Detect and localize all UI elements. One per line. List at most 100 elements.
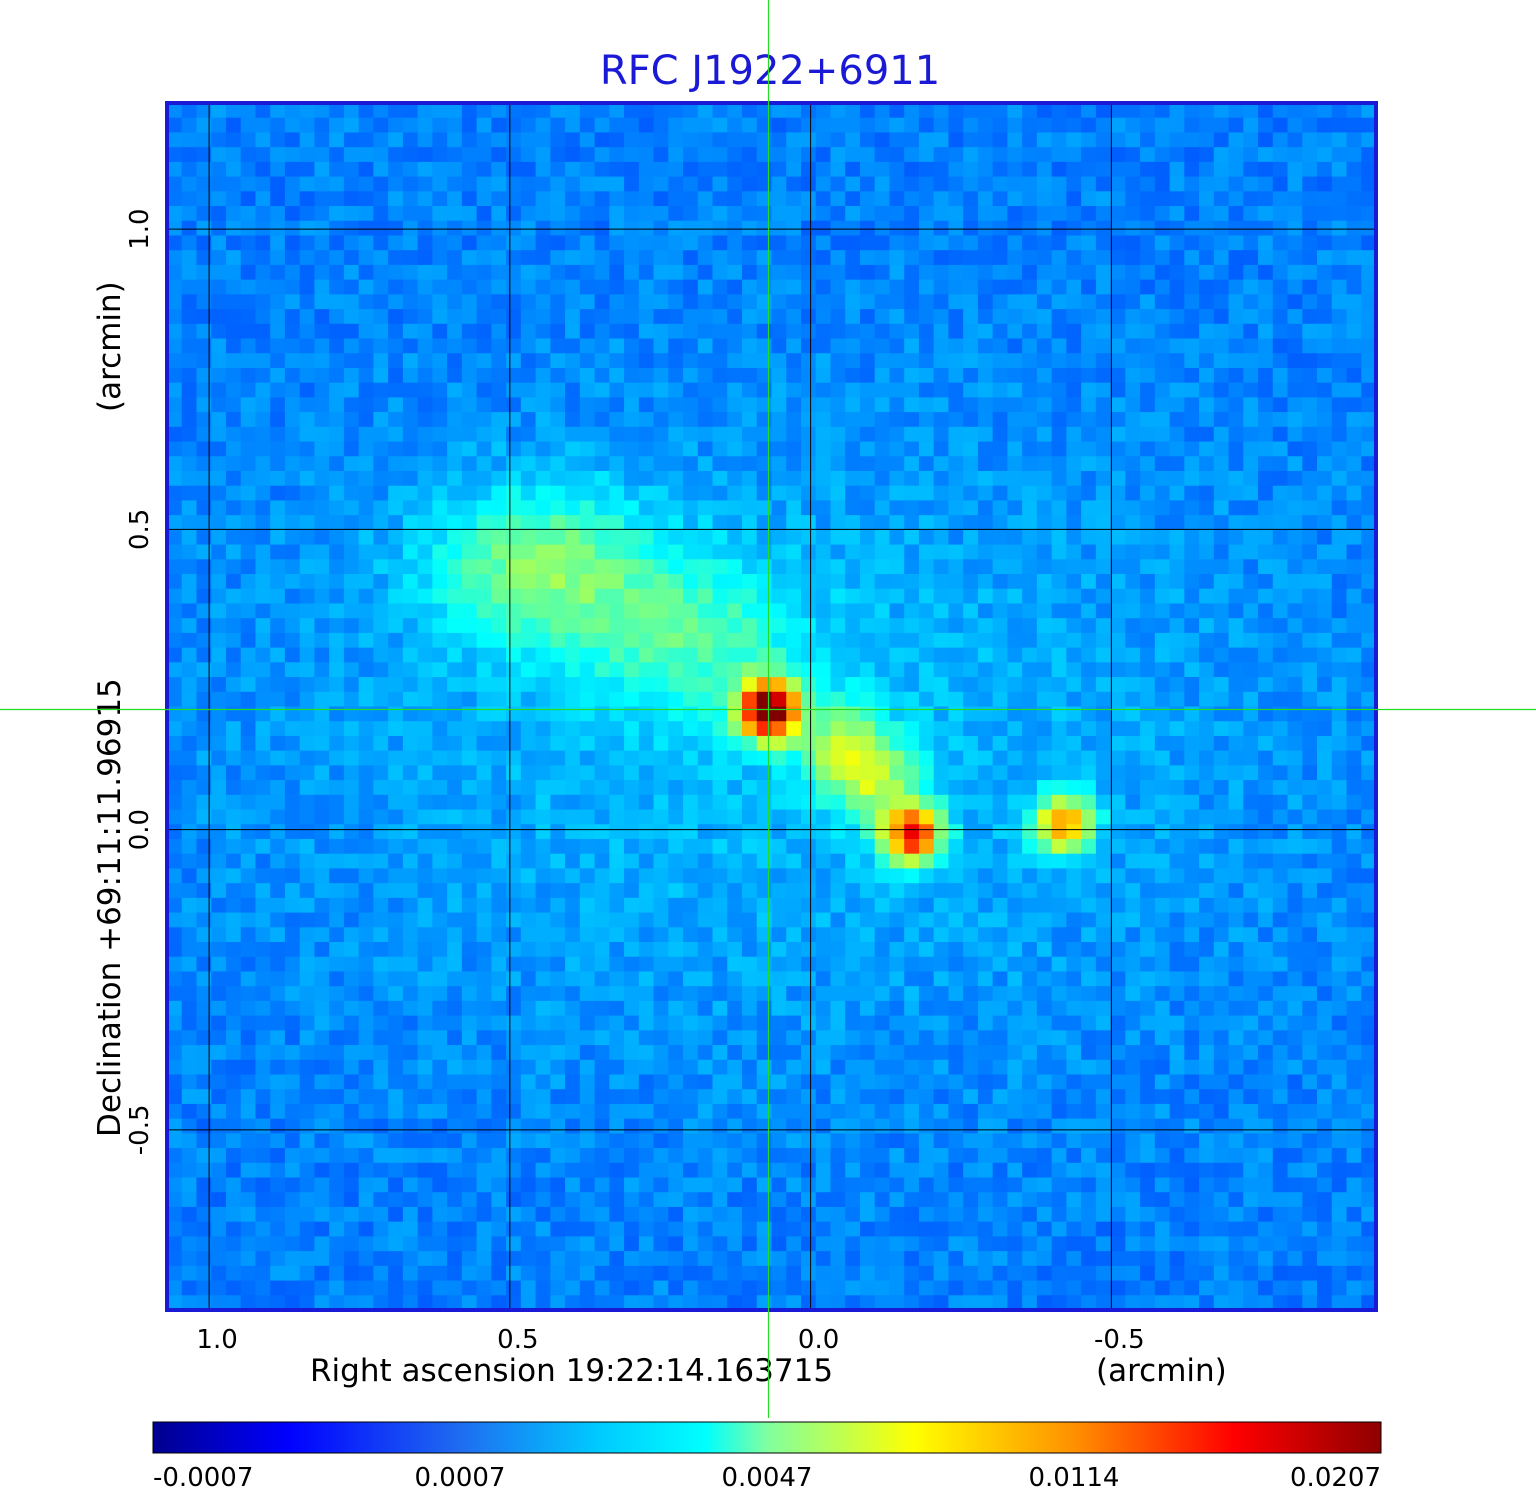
image-pixel bbox=[1110, 544, 1126, 560]
image-pixel bbox=[1022, 721, 1038, 737]
image-pixel bbox=[697, 191, 714, 207]
image-pixel bbox=[727, 986, 743, 1002]
image-pixel bbox=[1036, 677, 1053, 693]
image-pixel bbox=[594, 529, 610, 546]
image-pixel bbox=[638, 559, 655, 575]
image-pixel bbox=[992, 765, 1008, 781]
image-pixel bbox=[329, 161, 345, 178]
image-pixel bbox=[565, 500, 581, 516]
image-pixel bbox=[859, 117, 876, 134]
image-pixel bbox=[815, 691, 832, 708]
image-pixel bbox=[638, 470, 655, 487]
image-pixel bbox=[1154, 927, 1171, 943]
image-pixel bbox=[550, 750, 566, 766]
image-pixel bbox=[196, 353, 212, 369]
image-pixel bbox=[742, 309, 758, 325]
image-pixel bbox=[388, 603, 404, 619]
image-pixel bbox=[417, 426, 433, 443]
image-pixel bbox=[343, 618, 360, 634]
image-pixel bbox=[417, 735, 433, 752]
image-pixel bbox=[1243, 794, 1259, 811]
image-pixel bbox=[1243, 765, 1259, 781]
image-pixel bbox=[240, 191, 257, 207]
image-pixel bbox=[992, 309, 1008, 325]
image-pixel bbox=[388, 721, 404, 737]
image-pixel bbox=[1331, 824, 1348, 840]
image-pixel bbox=[181, 603, 198, 619]
image-pixel bbox=[800, 294, 817, 310]
image-pixel bbox=[491, 176, 507, 192]
image-pixel bbox=[329, 735, 345, 752]
image-pixel bbox=[506, 809, 522, 825]
image-pixel bbox=[638, 691, 655, 708]
image-pixel bbox=[594, 691, 610, 708]
image-pixel bbox=[535, 117, 551, 134]
image-pixel bbox=[1036, 132, 1053, 148]
image-pixel bbox=[727, 691, 743, 708]
image-pixel bbox=[977, 264, 994, 281]
image-pixel bbox=[358, 574, 375, 590]
image-pixel bbox=[712, 485, 728, 502]
image-pixel bbox=[432, 323, 448, 340]
image-pixel bbox=[1346, 132, 1362, 148]
image-pixel bbox=[815, 647, 832, 663]
image-pixel bbox=[786, 323, 802, 340]
image-pixel bbox=[211, 279, 227, 295]
image-pixel bbox=[845, 353, 861, 369]
image-pixel bbox=[668, 838, 684, 855]
image-pixel bbox=[579, 897, 596, 914]
image-pixel bbox=[1110, 529, 1126, 546]
image-pixel bbox=[668, 250, 684, 266]
image-pixel bbox=[1169, 353, 1185, 369]
image-pixel bbox=[1302, 456, 1318, 472]
image-pixel bbox=[255, 853, 271, 870]
image-pixel bbox=[402, 853, 419, 870]
image-pixel bbox=[550, 103, 566, 119]
image-pixel bbox=[181, 191, 198, 207]
image-pixel bbox=[1051, 574, 1067, 590]
image-pixel bbox=[638, 412, 655, 428]
image-pixel bbox=[225, 971, 242, 987]
image-pixel bbox=[1213, 765, 1230, 781]
image-pixel bbox=[594, 515, 610, 531]
image-pixel bbox=[624, 264, 640, 281]
image-pixel bbox=[565, 132, 581, 148]
image-pixel bbox=[1169, 691, 1185, 708]
image-pixel bbox=[874, 338, 891, 354]
image-pixel bbox=[1361, 367, 1377, 384]
image-pixel bbox=[358, 942, 375, 958]
image-pixel bbox=[329, 485, 345, 502]
image-pixel bbox=[771, 956, 787, 973]
image-pixel bbox=[594, 632, 610, 649]
image-pixel bbox=[1036, 309, 1053, 325]
image-pixel bbox=[889, 662, 905, 678]
image-pixel bbox=[314, 206, 330, 222]
image-pixel bbox=[284, 574, 301, 590]
image-pixel bbox=[904, 470, 920, 487]
image-pixel bbox=[343, 250, 360, 266]
image-pixel bbox=[609, 441, 625, 457]
image-pixel bbox=[874, 750, 891, 766]
image-pixel bbox=[918, 809, 935, 825]
image-pixel bbox=[771, 323, 787, 340]
image-pixel bbox=[520, 824, 537, 840]
image-pixel bbox=[1169, 765, 1185, 781]
image-pixel bbox=[1051, 367, 1067, 384]
image-pixel bbox=[889, 986, 905, 1002]
image-pixel bbox=[977, 456, 994, 472]
image-pixel bbox=[1051, 250, 1067, 266]
image-pixel bbox=[845, 235, 861, 251]
image-pixel bbox=[1199, 250, 1215, 266]
image-pixel bbox=[1272, 721, 1289, 737]
image-pixel bbox=[1213, 206, 1230, 222]
image-pixel bbox=[1361, 132, 1377, 148]
image-pixel bbox=[550, 824, 566, 840]
image-pixel bbox=[402, 426, 419, 443]
image-pixel bbox=[977, 868, 994, 884]
image-pixel bbox=[520, 500, 537, 516]
image-pixel bbox=[727, 353, 743, 369]
image-pixel bbox=[240, 220, 257, 237]
image-pixel bbox=[815, 206, 832, 222]
image-pixel bbox=[904, 500, 920, 516]
image-pixel bbox=[697, 662, 714, 678]
